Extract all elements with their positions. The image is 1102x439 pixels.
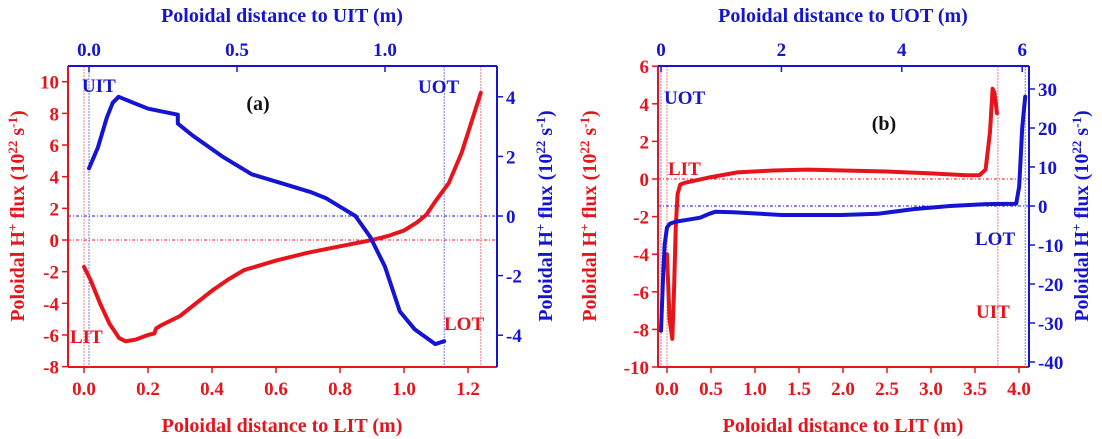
- panel-a-ytick-left-label: -4: [43, 294, 59, 315]
- panel-a-ytick-left-label: 8: [50, 104, 60, 125]
- panel-b-xtick-top-label: 2: [777, 40, 787, 61]
- panel-b-xlabel-bottom: Poloidal distance to LIT (m): [723, 415, 964, 437]
- panel-a-ytick-left-label: 0: [50, 231, 60, 252]
- panel-a-label: (a): [246, 93, 269, 115]
- panel-b: (b) Poloidal distance to LIT (m) Poloida…: [577, 5, 1094, 437]
- panel-b-xlabel-top: Poloidal distance to UOT (m): [718, 5, 968, 27]
- panel-b-xtick-bottom-label: 1.0: [743, 379, 767, 400]
- panel-a-ytick-left-label: 4: [50, 168, 60, 189]
- panel-a-ytick-right-label: -4: [506, 326, 522, 347]
- panel-b-ytick-right-label: -20: [1038, 275, 1063, 296]
- panel-b-series-red-line: [665, 86, 999, 341]
- panel-b-ytick-right-label: 0: [1038, 197, 1048, 218]
- panel-b-ytick-left-label: -6: [633, 283, 649, 304]
- panel-a-ylabel-right: Poloidal H+ flux (1022 s-1): [533, 110, 558, 321]
- panel-a-ytick-left-label: -2: [43, 263, 59, 284]
- panel-a-xlabel-top: Poloidal distance to UIT (m): [161, 5, 403, 27]
- panel-b-annotation-uot: UOT: [664, 88, 706, 109]
- panel-b-ytick-right-label: 10: [1038, 158, 1057, 179]
- panel-b-ytick-left-label: -8: [633, 320, 649, 341]
- panel-b-ytick-left-label: -4: [633, 245, 649, 266]
- panel-b-label: (b): [872, 113, 896, 135]
- panel-a-annotation-uit: UIT: [82, 76, 116, 97]
- panel-a-xlabel-bottom: Poloidal distance to LIT (m): [162, 415, 403, 437]
- panel-a-xtick-top-label: 0.0: [77, 40, 101, 61]
- panel-b-xtick-top-label: 0: [656, 40, 666, 61]
- panel-b-ytick-left-label: 2: [640, 132, 650, 153]
- panel-a-ytick-left-label: -6: [43, 326, 59, 347]
- panel-a-ytick-left-label: -8: [43, 358, 59, 379]
- panel-a-ytick-left-label: 10: [40, 73, 59, 94]
- panel-b-annotation-uit: UIT: [976, 302, 1010, 323]
- panel-b-annotation-lit: LIT: [668, 159, 701, 180]
- panel-b-ytick-left-label: -10: [624, 358, 649, 379]
- panel-b-ylabel-right: Poloidal H+ flux (1022 s-1): [1069, 110, 1094, 321]
- panel-a-ytick-right-label: 0: [506, 207, 516, 228]
- panel-a: (a) Poloidal distance to LIT (m) Poloida…: [5, 5, 558, 437]
- panel-a-ytick-right-label: -2: [506, 267, 522, 288]
- panel-b-xtick-bottom-label: 0.5: [699, 379, 723, 400]
- panel-b-xtick-bottom-label: 4.0: [1007, 379, 1031, 400]
- panel-a-series-red-line: [82, 90, 483, 344]
- panel-b-xtick-top-label: 4: [897, 40, 907, 61]
- panel-b-ytick-right-label: -40: [1038, 353, 1063, 374]
- panel-a-series-blue-line: [87, 94, 447, 347]
- panel-a-xtick-bottom-label: 0.6: [264, 379, 288, 400]
- panel-b-xtick-bottom-label: 2.0: [831, 379, 855, 400]
- panel-a-xtick-bottom-label: 1.0: [392, 379, 416, 400]
- panel-a-xtick-top-label: 1.0: [373, 40, 397, 61]
- panel-a-annotation-uot: UOT: [418, 77, 460, 98]
- panel-a-xtick-bottom-label: 0.4: [200, 379, 224, 400]
- panel-b-xtick-bottom-label: 2.5: [875, 379, 899, 400]
- panel-b-ytick-right-label: -10: [1038, 236, 1063, 257]
- panel-b-xtick-bottom-label: 0.0: [655, 379, 679, 400]
- panel-b-series-blue-line: [659, 94, 1028, 333]
- panel-a-annotation-lot: LOT: [444, 314, 484, 335]
- panel-a-xtick-bottom-label: 1.2: [456, 379, 480, 400]
- panel-a-xtick-bottom-label: 0.2: [136, 379, 160, 400]
- panel-b-ytick-left-label: 4: [640, 95, 650, 116]
- panel-b-xtick-bottom-label: 3.0: [919, 379, 943, 400]
- panel-a-xtick-bottom-label: 0.8: [328, 379, 352, 400]
- panel-b-ytick-right-label: -30: [1038, 314, 1063, 335]
- panel-a-ytick-right-label: 4: [506, 88, 516, 109]
- panel-b-xtick-top-label: 6: [1017, 40, 1027, 61]
- panel-b-annotation-lot: LOT: [975, 229, 1015, 250]
- panel-a-ytick-left-label: 2: [50, 199, 60, 220]
- panel-a-ylabel-left: Poloidal H+ flux (1022 s-1): [5, 110, 30, 321]
- panel-b-ytick-right-label: 20: [1038, 119, 1057, 140]
- panel-a-xtick-top-label: 0.5: [225, 40, 249, 61]
- panel-a-xtick-bottom-label: 0.0: [72, 379, 96, 400]
- panel-b-xtick-bottom-label: 3.5: [963, 379, 987, 400]
- panel-b-ytick-left-label: 0: [640, 170, 650, 191]
- panel-a-ytick-right-label: 2: [506, 147, 516, 168]
- panel-b-xtick-bottom-label: 1.5: [787, 379, 811, 400]
- panel-a-ytick-left-label: 6: [50, 136, 60, 157]
- panel-b-ylabel-left: Poloidal H+ flux (1022 s-1): [577, 110, 602, 321]
- panel-a-annotation-lit: LIT: [70, 327, 103, 348]
- panel-b-ytick-right-label: 30: [1038, 80, 1057, 101]
- panel-b-ytick-left-label: 6: [640, 57, 650, 78]
- panel-b-ytick-left-label: -2: [633, 208, 649, 229]
